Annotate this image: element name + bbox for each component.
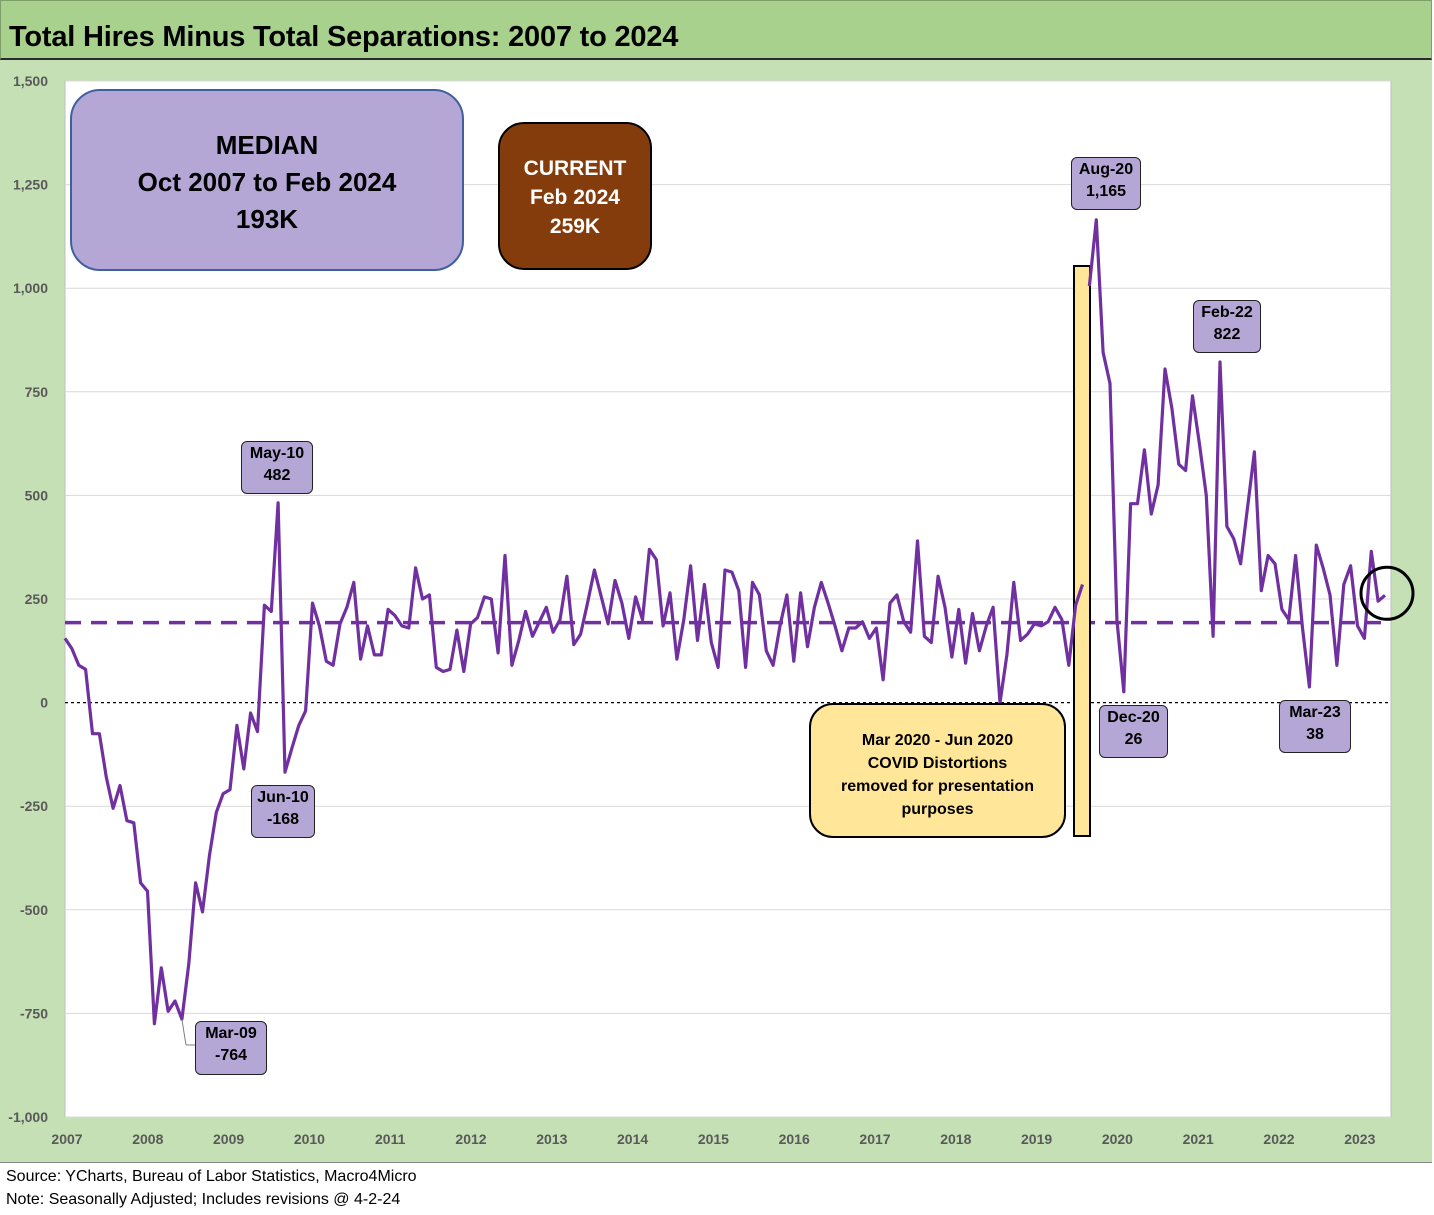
x-tick-label: 2008 [132,1131,163,1147]
x-tick-label: 2016 [779,1131,810,1147]
x-tick-label: 2010 [294,1131,325,1147]
current-value: 259K [549,215,601,238]
callout-value: 482 [263,467,291,484]
callout-mar-23: Mar-23 38 [1279,700,1351,753]
y-tick-label: -750 [20,1005,48,1021]
y-tick-label: -250 [20,798,48,814]
callout-label: Dec-20 [1107,709,1160,726]
covid-note-line3: removed for presentation [841,778,1034,795]
current-period: Feb 2024 [530,186,620,209]
covid-note-box: Mar 2020 - Jun 2020 COVID Distortions re… [809,703,1066,838]
x-tick-label: 2022 [1263,1131,1294,1147]
covid-note-line2: COVID Distortions [867,755,1008,772]
current-title: CURRENT [523,157,627,180]
x-tick-label: 2019 [1021,1131,1052,1147]
callout-mar-09: Mar-09 -764 [195,1021,267,1075]
callout-label: May-10 [249,445,305,462]
footer: Source: YCharts, Bureau of Labor Statist… [0,1162,1432,1215]
y-tick-label: 0 [40,695,48,711]
y-tick-label: 500 [25,487,49,503]
x-tick-label: 2009 [213,1131,244,1147]
callout-label: Jun-10 [257,789,309,806]
callout-jun-10: Jun-10 -168 [251,785,315,838]
median-box: MEDIAN Oct 2007 to Feb 2024 193K [70,89,464,271]
callout-label: Mar-23 [1289,704,1341,721]
y-tick-label: 1,250 [13,177,48,193]
covid-gap-bar [1073,265,1091,837]
x-tick-label: 2007 [51,1131,82,1147]
x-tick-label: 2023 [1344,1131,1375,1147]
x-tick-label: 2020 [1102,1131,1133,1147]
callout-value: 1,165 [1085,183,1127,200]
callout-value: 822 [1213,326,1241,343]
callout-value: 38 [1306,726,1324,743]
x-tick-label: 2013 [536,1131,567,1147]
callout-value: 26 [1124,731,1143,748]
x-tick-label: 2017 [859,1131,890,1147]
y-tick-label: 250 [25,591,49,607]
x-tick-label: 2011 [375,1131,406,1147]
y-tick-label: 750 [25,384,49,400]
y-tick-label: -1,000 [8,1109,48,1125]
x-tick-label: 2012 [455,1131,486,1147]
adjustment-note: Note: Seasonally Adjusted; Includes revi… [6,1191,401,1208]
callout-leader-line [181,1019,187,1046]
x-tick-label: 2015 [698,1131,729,1147]
current-box: CURRENT Feb 2024 259K [498,122,652,270]
y-tick-label: 1,500 [13,73,48,89]
series-line-post-covid [1087,218,1387,694]
x-tick-label: 2021 [1183,1131,1214,1147]
callout-label: Mar-09 [205,1025,257,1042]
y-tick-label: 1,000 [13,280,48,296]
y-tick-label: -500 [20,902,48,918]
title-bar: Total Hires Minus Total Separations: 200… [0,0,1432,60]
callout-label: Feb-22 [1201,304,1253,321]
current-value-circle [1359,565,1415,621]
median-period: Oct 2007 to Feb 2024 [137,167,397,197]
series-line-pre-covid [63,501,1085,1026]
source-note: Source: YCharts, Bureau of Labor Statist… [6,1168,417,1185]
callout-dec-20: Dec-20 26 [1099,705,1168,758]
median-value: 193K [235,204,299,234]
callout-may-10: May-10 482 [241,441,313,494]
callout-label: Aug-20 [1078,161,1134,178]
callout-value: -168 [266,811,300,828]
chart-title: Total Hires Minus Total Separations: 200… [9,21,679,53]
callout-aug-20: Aug-20 1,165 [1071,157,1141,210]
x-tick-label: 2018 [940,1131,971,1147]
callout-value: -764 [214,1047,248,1064]
callout-feb-22: Feb-22 822 [1193,300,1261,353]
covid-note-line1: Mar 2020 - Jun 2020 [861,732,1014,749]
median-title: MEDIAN [215,130,319,160]
covid-note-line4: purposes [901,801,974,818]
x-tick-label: 2014 [617,1131,648,1147]
